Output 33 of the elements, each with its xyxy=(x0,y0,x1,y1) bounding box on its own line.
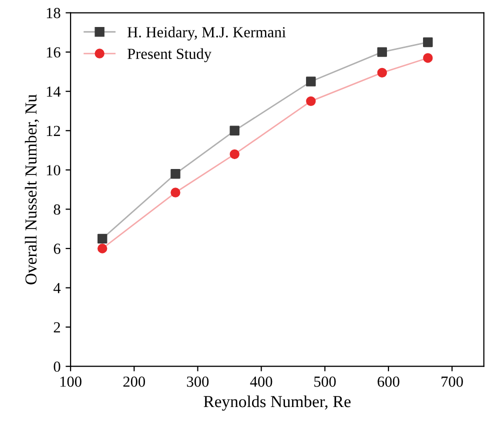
x-tick-label: 400 xyxy=(250,376,272,387)
legend-label: H. Heidary, M.J. Kermani xyxy=(128,26,286,41)
point xyxy=(97,244,108,254)
point xyxy=(170,168,180,179)
y-tick-label: 16 xyxy=(46,47,60,58)
y-tick-label: 18 xyxy=(46,8,60,18)
y-tick-label: 10 xyxy=(46,165,60,176)
x-tick-label: 300 xyxy=(186,376,209,387)
y-tick-label: 8 xyxy=(54,204,60,215)
y-tick-label: 4 xyxy=(53,283,61,294)
x-tick-label: 700 xyxy=(442,376,463,387)
x-tick-label: 100 xyxy=(60,376,82,387)
x-tick-label: 600 xyxy=(378,376,400,387)
y-tick-label: 14 xyxy=(46,86,61,97)
point xyxy=(423,53,433,63)
x-tick-label: 200 xyxy=(123,376,146,387)
point xyxy=(423,37,433,48)
y-axis-title: Overall Nusselt Number, Nu xyxy=(24,94,40,284)
y-tick-label: 0 xyxy=(54,362,60,372)
legend-label: Present Study xyxy=(128,48,212,62)
x-tick-label: 500 xyxy=(314,376,336,387)
point xyxy=(377,47,387,57)
point xyxy=(306,76,316,86)
point xyxy=(377,68,387,78)
point xyxy=(230,126,240,136)
y-tick-label: 6 xyxy=(54,244,60,254)
y-tick-label: 2 xyxy=(54,322,60,332)
point xyxy=(170,188,180,198)
point xyxy=(97,234,108,244)
y-tick-label: 12 xyxy=(46,126,60,136)
point xyxy=(230,149,240,160)
point xyxy=(306,96,316,106)
x-axis-title: Reynolds Number, Re xyxy=(204,395,351,411)
